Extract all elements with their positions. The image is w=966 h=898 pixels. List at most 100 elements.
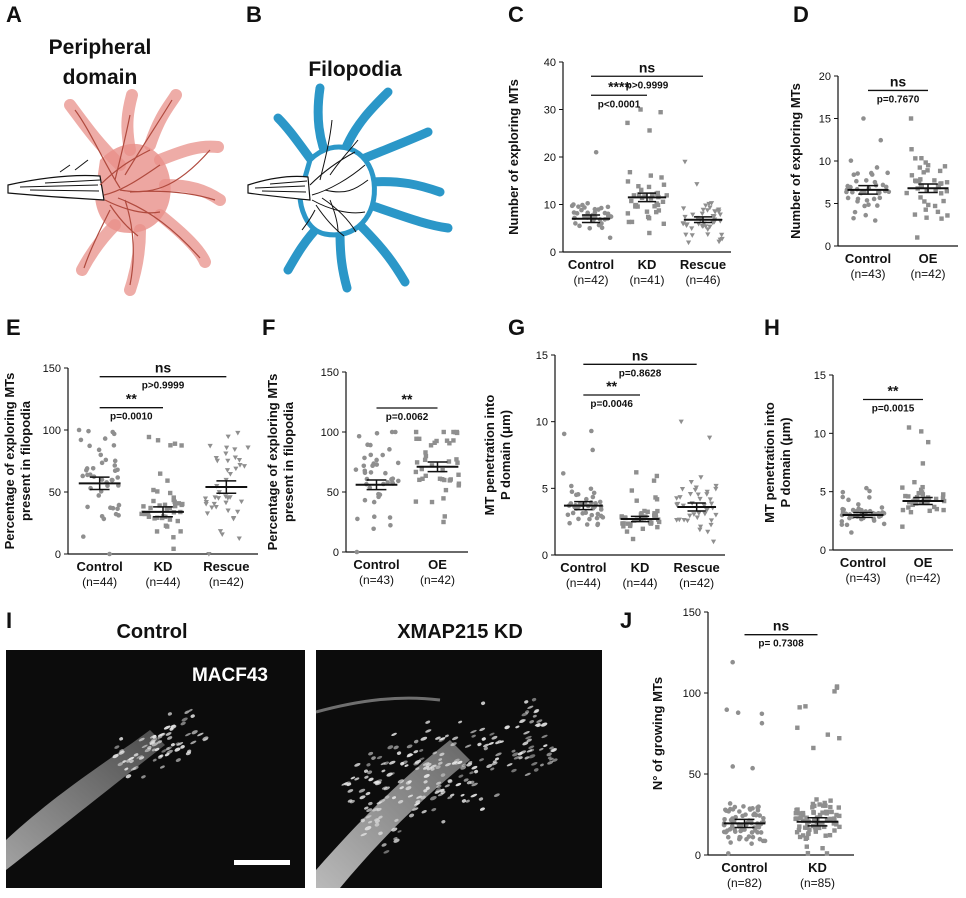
mt-comet xyxy=(365,815,372,819)
mt-comet xyxy=(435,765,441,770)
data-point xyxy=(691,512,697,517)
p-value-label: p=0.0010 xyxy=(110,412,153,423)
data-point xyxy=(923,207,928,212)
data-point xyxy=(599,225,605,231)
data-point xyxy=(820,846,825,851)
mt-comet xyxy=(163,725,171,730)
mt-comet xyxy=(364,775,369,779)
data-point xyxy=(708,501,715,507)
data-point xyxy=(595,511,601,517)
significance-label: **** xyxy=(608,78,630,94)
data-point xyxy=(822,800,827,806)
mt-comet xyxy=(391,827,398,832)
data-point xyxy=(697,524,704,530)
chart-e: E Percentage of exploring MTs present in f… xyxy=(2,315,258,589)
mt-comet xyxy=(358,788,366,793)
mt-comet xyxy=(112,753,119,759)
mt-comet xyxy=(374,822,380,827)
data-point xyxy=(703,203,709,209)
data-point xyxy=(235,430,241,436)
data-point xyxy=(924,188,929,193)
mt-comet xyxy=(118,750,125,755)
data-point xyxy=(223,451,229,457)
data-point xyxy=(590,447,595,453)
data-point xyxy=(730,816,735,821)
data-point xyxy=(167,517,173,522)
data-point xyxy=(664,193,669,198)
mt-comet xyxy=(541,734,548,739)
data-point xyxy=(844,187,850,193)
data-point xyxy=(942,164,948,169)
data-point xyxy=(569,203,575,209)
mt-comet xyxy=(524,756,530,760)
mt-comet xyxy=(383,761,390,766)
mt-comet xyxy=(479,807,486,811)
data-point xyxy=(362,455,367,461)
mt-comet xyxy=(170,724,176,728)
y-tick-label: 0 xyxy=(550,247,556,259)
data-point xyxy=(863,178,869,183)
mt-comet xyxy=(457,760,463,765)
data-point xyxy=(385,480,390,485)
data-point xyxy=(625,211,631,216)
data-point xyxy=(760,838,766,844)
data-point xyxy=(654,209,659,215)
data-point xyxy=(589,512,595,518)
data-point xyxy=(750,834,756,840)
data-point xyxy=(633,203,638,208)
mt-comet xyxy=(461,799,467,803)
data-point xyxy=(729,823,735,829)
data-point xyxy=(941,507,946,513)
panel-label-g: G xyxy=(508,315,525,340)
data-point xyxy=(383,470,388,476)
data-point xyxy=(371,499,377,505)
data-point xyxy=(907,500,912,505)
mt-comet xyxy=(413,761,420,766)
mt-comet xyxy=(167,712,172,716)
data-point xyxy=(105,483,110,489)
data-point xyxy=(84,466,90,471)
mt-comet xyxy=(451,761,458,765)
mt-comet xyxy=(373,817,380,821)
data-point xyxy=(625,521,631,526)
data-point xyxy=(80,473,86,479)
significance-label: ns xyxy=(773,618,790,634)
data-point xyxy=(112,458,118,464)
data-point xyxy=(871,196,877,202)
mt-comet xyxy=(399,786,404,790)
significance-label: ns xyxy=(155,360,172,376)
data-point xyxy=(595,521,601,527)
mt-comet xyxy=(391,732,397,736)
mt-comet xyxy=(511,768,517,773)
data-point xyxy=(362,468,368,474)
data-point xyxy=(939,181,944,186)
mt-comet xyxy=(460,794,465,797)
category-label: OE xyxy=(914,555,933,570)
data-point xyxy=(233,466,239,472)
mt-comet xyxy=(138,737,145,742)
data-point xyxy=(730,659,735,665)
mt-comet xyxy=(397,779,405,784)
y-axis-title: Number of exploring MTs xyxy=(506,79,521,235)
data-point xyxy=(685,240,692,246)
p-value-label: p>0.9999 xyxy=(142,381,185,392)
data-point xyxy=(569,483,574,489)
data-point xyxy=(225,458,231,464)
group-n-label: (n=44) xyxy=(82,575,117,589)
data-point xyxy=(701,503,707,509)
mt-comet xyxy=(506,763,513,767)
mt-comet xyxy=(406,744,413,749)
mt-comet xyxy=(494,757,500,761)
data-point xyxy=(649,192,655,197)
data-point xyxy=(708,522,714,528)
group-n-label: (n=42) xyxy=(905,571,940,585)
group-n-label: (n=41) xyxy=(629,273,664,287)
data-point xyxy=(732,829,738,834)
data-point xyxy=(704,492,710,497)
mt-comet xyxy=(549,746,554,750)
category-label: OE xyxy=(428,557,447,572)
data-point xyxy=(909,173,915,178)
data-point xyxy=(447,478,452,483)
data-point xyxy=(682,159,688,165)
